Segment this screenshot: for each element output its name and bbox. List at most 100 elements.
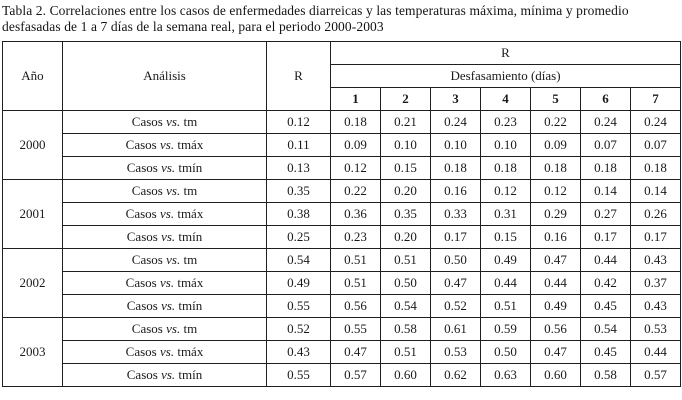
analysis-cell: Casos vs. tm	[62, 110, 267, 134]
col-header-day: 2	[380, 87, 431, 111]
lag-value-cell: 0.17	[580, 225, 631, 249]
analysis-label-pre: Casos	[126, 229, 158, 244]
lag-value-cell: 0.47	[430, 271, 481, 295]
lag-value-cell: 0.63	[480, 363, 531, 387]
r-value-cell: 0.54	[266, 248, 331, 272]
lag-value-cell: 0.12	[480, 179, 531, 203]
analysis-cell: Casos vs. tm	[62, 179, 267, 203]
lag-value-cell: 0.18	[580, 156, 631, 180]
lag-value-cell: 0.21	[380, 110, 431, 134]
lag-value-cell: 0.54	[580, 317, 631, 341]
lag-value-cell: 0.50	[480, 340, 531, 364]
table-row: 2002 Casos vs. tm 0.54 0.51 0.51 0.50 0.49 0.47…	[2, 248, 681, 318]
lag-value-cell: 0.07	[580, 133, 631, 157]
lag-value-cell: 0.18	[430, 156, 481, 180]
table-caption: Tabla 2. Correlaciones entre los casos d…	[2, 3, 629, 34]
table-row: Casos vs. tmín 0.55 0.56 0.54 0.52 0.51 0.49 0.…	[3, 294, 681, 318]
col-header-analysis: Análisis	[62, 41, 267, 111]
analysis-label-vs: vs.	[159, 206, 175, 221]
analysis-label-vs: vs.	[161, 160, 176, 175]
table-row: Casos vs. tmáx 0.43 0.47 0.51 0.53 0.50 0.47 0.…	[3, 340, 681, 364]
lag-value-cell: 0.09	[530, 133, 581, 157]
r-value-cell: 0.25	[266, 225, 331, 249]
lag-value-cell: 0.51	[480, 294, 531, 318]
analysis-label-variable: tmáx	[177, 344, 204, 359]
lag-value-cell: 0.57	[630, 363, 681, 387]
r-value-cell: 0.12	[266, 110, 331, 134]
analysis-label-pre: Casos	[125, 206, 157, 221]
lag-value-cell: 0.20	[380, 225, 431, 249]
lag-value-cell: 0.20	[380, 179, 431, 203]
table-row: 2000 Casos vs. tm 0.12 0.18 0.21 0.24 0.23 0.22…	[2, 110, 681, 180]
lag-value-cell: 0.07	[630, 133, 681, 157]
analysis-label-variable: tmín	[178, 160, 203, 175]
analysis-cell: Casos vs. tmáx	[62, 340, 267, 364]
lag-value-cell: 0.52	[430, 294, 481, 318]
lag-value-cell: 0.23	[330, 225, 381, 249]
lag-value-cell: 0.62	[430, 363, 481, 387]
lag-value-cell: 0.22	[330, 179, 381, 203]
r-value-cell: 0.55	[266, 363, 331, 387]
analysis-label-pre: Casos	[131, 321, 163, 336]
analysis-label-vs: vs.	[166, 321, 181, 336]
lag-value-cell: 0.18	[530, 156, 581, 180]
analysis-cell: Casos vs. tmáx	[62, 133, 267, 157]
lag-value-cell: 0.50	[380, 271, 431, 295]
lag-value-cell: 0.49	[530, 294, 581, 318]
lag-value-cell: 0.59	[480, 317, 531, 341]
analysis-cell: Casos vs. tmín	[62, 294, 267, 318]
year-cell: 2000	[2, 110, 63, 180]
analysis-label-vs: vs.	[159, 275, 175, 290]
lag-value-cell: 0.35	[380, 202, 431, 226]
col-header-day: 4	[480, 87, 531, 111]
lag-value-cell: 0.42	[580, 271, 631, 295]
table-row: 2003 Casos vs. tm 0.52 0.55 0.58 0.61 0.59 0.56…	[2, 317, 681, 387]
analysis-label-variable: tm	[183, 183, 198, 198]
r-value-cell: 0.38	[266, 202, 331, 226]
analysis-label-vs: vs.	[161, 367, 176, 382]
analysis-label-pre: Casos	[126, 367, 158, 382]
lag-value-cell: 0.44	[580, 248, 631, 272]
lag-value-cell: 0.47	[330, 340, 381, 364]
lag-value-cell: 0.43	[630, 294, 681, 318]
analysis-label-pre: Casos	[125, 275, 157, 290]
lag-value-cell: 0.58	[380, 317, 431, 341]
r-value-cell: 0.49	[266, 271, 331, 295]
lag-value-cell: 0.55	[330, 317, 381, 341]
lag-value-cell: 0.53	[630, 317, 681, 341]
col-header-lag-group: Desfasamiento (días)	[330, 64, 681, 88]
analysis-label-vs: vs.	[161, 229, 176, 244]
table-row: Casos vs. tmáx 0.49 0.51 0.50 0.47 0.44 0.44 0.…	[3, 271, 681, 295]
analysis-label-variable: tmáx	[177, 206, 204, 221]
analysis-cell: Casos vs. tm	[62, 248, 267, 272]
lag-value-cell: 0.10	[480, 133, 531, 157]
header-row-lag: Desfasamiento (días)	[3, 64, 681, 88]
lag-value-cell: 0.54	[380, 294, 431, 318]
analysis-label-pre: Casos	[126, 298, 158, 313]
lag-value-cell: 0.26	[630, 202, 681, 226]
correlation-table: Año Análisis R R Desfasamiento (días) 1 …	[2, 41, 681, 387]
table-body: 2000 Casos vs. tm 0.12 0.18 0.21 0.24 0.23 0.22…	[2, 110, 681, 387]
r-value-cell: 0.52	[266, 317, 331, 341]
table-row: Casos vs. tmín 0.13 0.12 0.15 0.18 0.18 0.18 0.…	[3, 156, 681, 180]
analysis-label-variable: tmáx	[177, 137, 204, 152]
col-header-day: 7	[630, 87, 681, 111]
analysis-cell: Casos vs. tmín	[62, 225, 267, 249]
lag-value-cell: 0.60	[380, 363, 431, 387]
analysis-cell: Casos vs. tmáx	[62, 271, 267, 295]
lag-value-cell: 0.43	[630, 248, 681, 272]
lag-value-cell: 0.12	[530, 179, 581, 203]
lag-value-cell: 0.10	[430, 133, 481, 157]
col-header-day: 5	[530, 87, 581, 111]
lag-value-cell: 0.57	[330, 363, 381, 387]
lag-value-cell: 0.51	[380, 248, 431, 272]
year-cell: 2003	[2, 317, 63, 387]
analysis-label-vs: vs.	[161, 298, 176, 313]
analysis-label-vs: vs.	[159, 344, 175, 359]
lag-value-cell: 0.51	[380, 340, 431, 364]
analysis-label-pre: Casos	[131, 252, 163, 267]
lag-value-cell: 0.60	[530, 363, 581, 387]
table-row: Casos vs. tmín 0.25 0.23 0.20 0.17 0.15 0.16 0.…	[3, 225, 681, 249]
lag-value-cell: 0.44	[480, 271, 531, 295]
